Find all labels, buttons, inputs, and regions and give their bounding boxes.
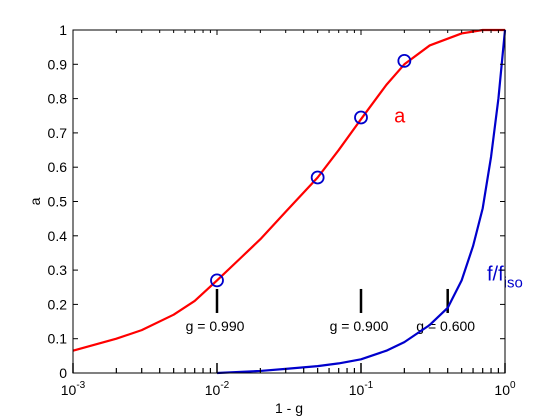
y-tick-label: 0.5 [48,194,68,210]
y-tick-label: 0.4 [48,228,68,244]
y-tick-label: 0.2 [48,296,68,312]
y-tick-label: 0.9 [48,56,68,72]
x-tick-label: 10-2 [205,380,230,398]
y-tick-label: 0.3 [48,262,68,278]
data-point [354,110,368,125]
g-marker-label: g = 0.600 [416,318,475,334]
x-tick-label: 10-1 [349,380,374,398]
axes: 0 0.1 0.2 0.3 0.4 0.5 0.6 0.7 0.8 0.9 1 10-3 10-2 10-… [48,22,516,398]
y-tick-label: 1 [59,22,67,38]
series-line [72,28,505,352]
series-label: a [394,106,406,128]
g-marker-label: g = 0.900 [330,318,389,334]
x-tick-label: 10-3 [61,380,86,398]
series-line [216,29,507,375]
g-marker-label: g = 0.990 [186,318,245,334]
x-axis-label: 1 - g [275,400,303,416]
y-axis-label: a [27,197,43,205]
x-tick-label: 100 [494,380,516,398]
data-point [397,53,412,68]
data-point [210,273,224,288]
y-tick-label: 0.6 [48,159,68,175]
y-tick-label: 0.7 [48,125,68,141]
data-point [310,170,325,185]
y-tick-label: 0 [59,365,67,381]
y-tick-label: 0.8 [48,91,68,107]
y-tick-label: 0.1 [48,331,68,347]
